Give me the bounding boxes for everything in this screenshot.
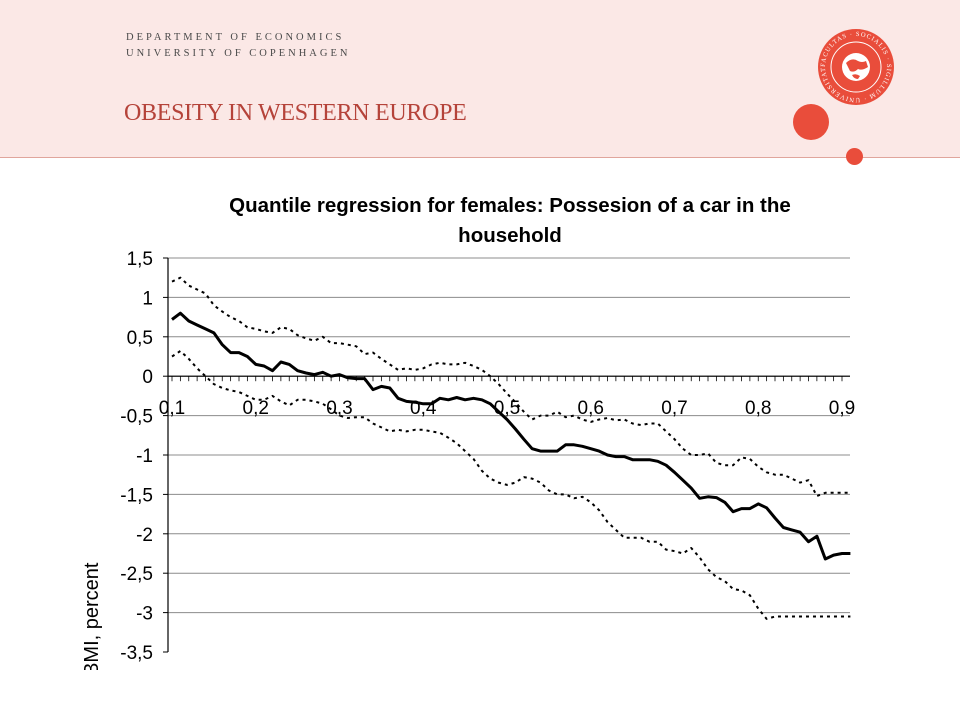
- y-tick-label: 0: [142, 367, 153, 388]
- chart-title-line-1: Quantile regression for females: Possesi…: [229, 194, 791, 217]
- series-lines: [171, 276, 851, 620]
- y-tick-label: -3,5: [120, 643, 153, 664]
- department-heading: DEPARTMENT OF ECONOMICS UNIVERSITY OF CO…: [126, 30, 350, 62]
- y-tick-label: 0,5: [127, 328, 153, 349]
- university-seal-logo: FACULTAS · SOCIALIS · SIGILLUM · UNIVERS…: [816, 27, 894, 105]
- y-tick-labels: 1,5 1 0,5 0 -0,5 -1 -1,5 -2 -2,5 -3 -3,5: [120, 249, 153, 664]
- slide-header: DEPARTMENT OF ECONOMICS UNIVERSITY OF CO…: [0, 0, 960, 158]
- gridlines: [168, 257, 850, 614]
- y-tick-label: -2: [136, 525, 153, 546]
- x-tick-label: 0,1: [159, 398, 185, 419]
- quantile-regression-chart: Quantile regression for females: Possesi…: [81, 194, 855, 670]
- y-tick-label: 1,5: [127, 249, 153, 270]
- x-tick-label: 0,7: [661, 398, 687, 419]
- x-tick-labels: 0,1 0,2 0,3 0,4 0,5 0,6 0,7 0,8 0,9: [159, 398, 855, 419]
- university-name: UNIVERSITY OF COPENHAGEN: [126, 48, 351, 59]
- slide-title: OBESITY IN WESTERN EUROPE: [124, 100, 467, 126]
- y-tick-label: -0,5: [120, 407, 153, 428]
- x-tick-label: 0,8: [745, 398, 771, 419]
- y-tick-label: -3: [136, 604, 153, 625]
- lower-bound-line: [171, 350, 851, 620]
- y-tick-label: 1: [142, 288, 153, 309]
- y-tick-label: -1,5: [120, 485, 153, 506]
- estimate-line: [171, 311, 851, 561]
- y-tick-label: -1: [136, 446, 153, 467]
- y-axis-label: lnBMI, percent: [81, 562, 103, 670]
- decorative-small-dot: [846, 148, 863, 165]
- x-tick-label: 0,4: [410, 398, 437, 419]
- x-tick-label: 0,2: [243, 398, 269, 419]
- upper-bound-line: [171, 276, 851, 497]
- x-tick-label: 0,9: [829, 398, 855, 419]
- decorative-large-dot: [793, 104, 829, 140]
- department-name: DEPARTMENT OF ECONOMICS: [126, 32, 345, 43]
- chart-title-line-2: household: [458, 224, 562, 247]
- x-tick-label: 0,6: [578, 398, 604, 419]
- axes: [163, 257, 850, 653]
- x-tick-label: 0,3: [326, 398, 352, 419]
- x-tick-label: 0,5: [494, 398, 520, 419]
- y-tick-label: -2,5: [120, 564, 153, 585]
